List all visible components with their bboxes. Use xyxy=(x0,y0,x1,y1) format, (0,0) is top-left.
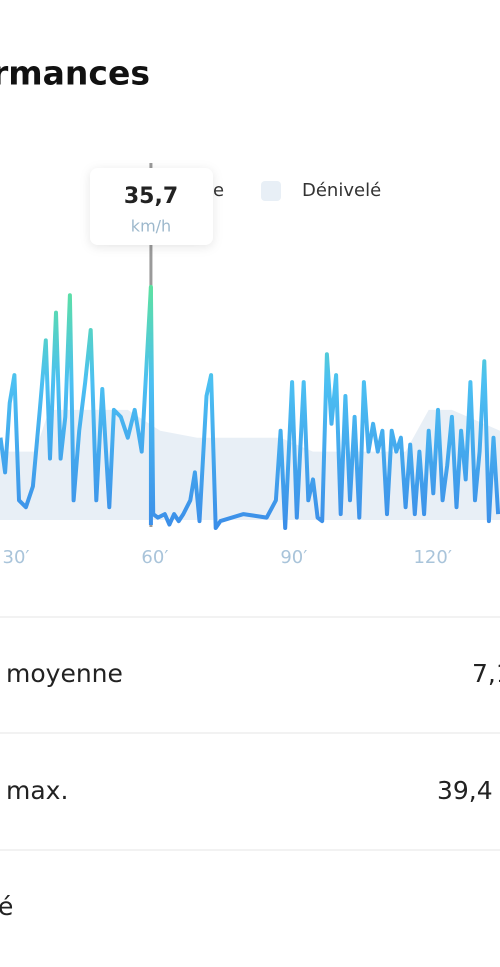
stat-value: 7,1 xyxy=(472,659,500,688)
tooltip-unit: km/h xyxy=(131,217,171,236)
stat-label: é xyxy=(0,892,13,921)
tooltip-box xyxy=(90,168,213,245)
stat-label: max. xyxy=(6,776,68,805)
stat-label: moyenne xyxy=(6,659,123,688)
tooltip-value: 35,7 xyxy=(124,184,178,209)
x-tick-label: 30′ xyxy=(3,547,30,568)
legend-label: e xyxy=(213,180,224,201)
legend-label: Dénivelé xyxy=(302,180,381,201)
x-tick-label: 120′ xyxy=(413,547,451,568)
chart: 30′ 60′ 90′ 120′ e Dénivelé 35,7 km/h xyxy=(0,163,500,568)
x-tick-label: 60′ xyxy=(141,547,168,568)
speed-line xyxy=(0,284,500,530)
title: rmances xyxy=(0,54,150,93)
x-tick-label: 90′ xyxy=(280,547,307,568)
legend-swatch xyxy=(261,181,281,201)
stat-value: 39,4 xyxy=(437,776,493,805)
elevation-area xyxy=(0,409,500,520)
